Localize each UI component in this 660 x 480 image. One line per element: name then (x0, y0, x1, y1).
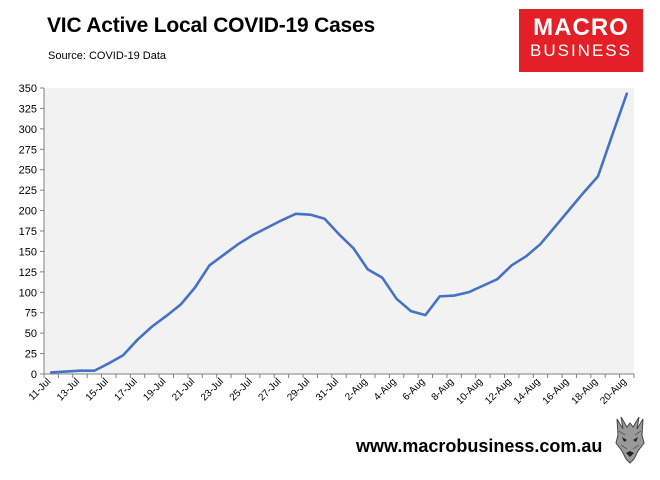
x-tick-label: 10-Aug (454, 376, 485, 407)
data-point (467, 291, 470, 294)
data-point (223, 253, 225, 256)
data-point (611, 133, 614, 136)
data-point (50, 371, 52, 374)
logo-line-macro: MACRO (533, 14, 629, 41)
data-point (525, 255, 527, 258)
x-tick-label: 12-Aug (483, 376, 514, 407)
macrobusiness-logo: MACRO BUSINESS (519, 9, 643, 72)
x-tick-label: 25-Jul (228, 376, 255, 403)
x-tick-label: 2-Aug (343, 376, 370, 403)
y-tick-label: 350 (19, 83, 37, 95)
data-point (438, 295, 441, 298)
data-point (510, 264, 513, 267)
data-point (237, 243, 240, 245)
logo-line-business: BUSINESS (530, 41, 632, 60)
data-point (410, 310, 412, 312)
data-point (539, 243, 542, 245)
data-point (309, 213, 312, 216)
y-tick-label: 275 (19, 144, 37, 156)
data-point (93, 369, 96, 372)
x-tick-label: 14-Aug (512, 376, 543, 407)
y-tick-label: 75 (25, 308, 37, 320)
data-point (597, 175, 599, 178)
data-point (626, 92, 628, 95)
y-tick-label: 325 (19, 103, 37, 115)
x-tick-label: 29-Jul (285, 376, 312, 403)
chart-source: Source: COVID-19 Data (48, 50, 166, 62)
data-point (352, 247, 355, 249)
data-point (568, 208, 571, 211)
x-tick-label: 4-Aug (372, 376, 399, 403)
data-point (136, 338, 139, 341)
y-tick-label: 125 (19, 267, 37, 279)
y-tick-label: 200 (19, 206, 37, 218)
data-point (107, 362, 110, 365)
data-point (323, 217, 326, 220)
y-tick-label: 175 (19, 226, 37, 238)
x-tick-label: 20-Aug (598, 376, 629, 407)
data-point (496, 278, 499, 281)
data-point (179, 303, 182, 306)
x-tick-label: 19-Jul (141, 376, 168, 403)
data-point (165, 315, 168, 317)
x-tick-label: 21-Jul (170, 376, 197, 403)
data-point (266, 226, 268, 229)
x-tick-label: 15-Jul (84, 376, 111, 403)
chart-title: VIC Active Local COVID-19 Cases (47, 14, 375, 37)
x-tick-label: 18-Aug (570, 376, 601, 407)
website-url: www.macrobusiness.com.au (356, 436, 603, 456)
data-point (295, 213, 297, 215)
y-tick-label: 250 (19, 165, 37, 177)
data-point (582, 191, 585, 194)
data-point (482, 284, 484, 287)
data-point (208, 264, 211, 267)
data-point (122, 354, 124, 357)
x-tick-label: 27-Jul (257, 376, 284, 403)
data-point (554, 226, 556, 228)
line-chart: 0 25 50 75 100 125 150 175 200 225 250 275 300 325 350… (19, 83, 635, 407)
y-tick-label: 50 (25, 328, 37, 340)
data-point (424, 314, 427, 316)
y-tick-label: 225 (19, 185, 37, 197)
y-tick-label: 100 (19, 287, 37, 299)
y-tick-label: 0 (31, 369, 37, 381)
x-tick-label: 31-Jul (314, 376, 341, 403)
data-point (79, 369, 81, 372)
x-tick-label: 8-Aug (430, 376, 457, 403)
data-point (64, 370, 67, 373)
data-point (366, 268, 369, 271)
data-point (395, 298, 398, 300)
data-point (151, 325, 153, 328)
data-point (280, 219, 283, 222)
data-point (453, 294, 455, 297)
y-tick-label: 300 (19, 124, 37, 136)
data-point (381, 276, 383, 279)
plot-area (44, 88, 634, 374)
x-tick-label: 17-Jul (113, 376, 140, 403)
data-point (251, 234, 254, 236)
wolf-head-icon (613, 413, 647, 465)
x-tick-label: 16-Aug (541, 376, 572, 407)
data-point (338, 233, 340, 236)
y-tick-label: 150 (19, 246, 37, 258)
x-tick-label: 13-Jul (55, 376, 82, 403)
x-tick-label: 6-Aug (401, 376, 428, 403)
data-point (194, 286, 196, 289)
y-tick-label: 25 (25, 349, 37, 361)
x-tick-label: 23-Jul (199, 376, 226, 403)
